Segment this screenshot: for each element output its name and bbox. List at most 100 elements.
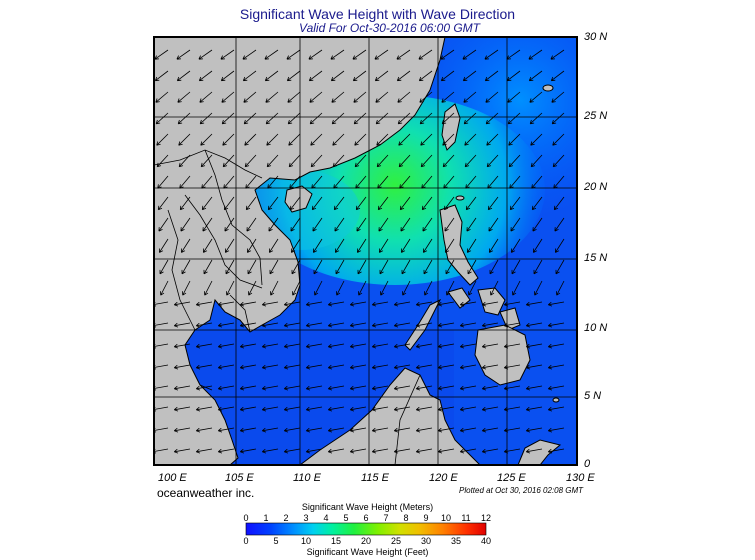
wave-arrow — [310, 154, 323, 168]
wave-arrow — [398, 154, 411, 168]
wave-arrow — [400, 217, 411, 232]
wave-arrow — [199, 112, 213, 125]
wave-arrow — [555, 259, 565, 275]
wave-arrow — [379, 259, 389, 275]
wave-arrow — [463, 112, 477, 125]
meter-tick: 9 — [423, 513, 429, 523]
wave-arrow — [286, 70, 301, 82]
wave-arrow — [195, 364, 213, 370]
lon-label: 115 E — [361, 472, 389, 484]
wave-arrow — [511, 259, 521, 275]
meter-tick: 2 — [283, 513, 289, 523]
wave-arrow — [330, 70, 345, 82]
feet-tick: 10 — [300, 536, 312, 546]
wave-arrow — [195, 427, 213, 433]
wave-arrow — [287, 112, 301, 125]
wave-arrow — [181, 259, 191, 275]
wave-arrow — [305, 322, 323, 328]
wave-arrow — [202, 217, 213, 232]
wave-arrow — [481, 406, 499, 412]
wave-arrow — [269, 238, 279, 253]
wave-arrow — [261, 364, 279, 370]
wave-arrow — [459, 406, 477, 412]
wave-arrow — [173, 448, 191, 454]
wave-arrow — [533, 238, 543, 253]
wave-arrow — [556, 280, 565, 296]
wave-arrow — [547, 343, 565, 349]
wave-arrow — [353, 112, 367, 125]
wave-arrow — [261, 385, 279, 391]
wave-arrow — [261, 427, 279, 433]
wave-arrow — [160, 280, 169, 296]
wave-arrow — [487, 196, 499, 211]
wave-arrow — [488, 217, 499, 232]
plotted-timestamp: Plotted at Oct 30, 2016 02:08 GMT — [459, 486, 584, 495]
meter-tick: 12 — [480, 513, 492, 523]
wave-arrow — [437, 322, 455, 328]
wave-arrow — [305, 301, 323, 307]
wave-arrow — [176, 70, 191, 82]
wave-arrow — [486, 133, 499, 146]
wave-arrow — [225, 238, 235, 253]
wave-arrow — [242, 49, 257, 60]
wave-arrow — [393, 448, 411, 454]
wave-arrow — [266, 133, 279, 146]
wave-arrow — [314, 280, 323, 296]
wave-arrow — [292, 280, 301, 296]
wave-arrow — [507, 112, 521, 125]
wave-arrow — [437, 427, 455, 433]
wave-arrow — [173, 301, 191, 307]
wave-arrow — [178, 154, 191, 168]
wave-arrow — [283, 406, 301, 412]
wave-arrow — [393, 385, 411, 391]
wave-arrow — [198, 70, 213, 82]
wave-arrow — [463, 91, 477, 103]
wave-arrow — [507, 91, 521, 103]
wave-arrow — [525, 301, 543, 307]
wave-arrow — [349, 301, 367, 307]
feet-tick: 35 — [450, 536, 462, 546]
meter-tick: 0 — [243, 513, 249, 523]
wave-arrow — [248, 280, 257, 296]
wave-arrow — [217, 343, 235, 349]
wave-arrow — [459, 301, 477, 307]
wave-arrow — [533, 259, 543, 275]
lat-label: 25 N — [584, 110, 608, 122]
wave-arrow — [224, 217, 235, 232]
wave-arrow — [309, 91, 323, 103]
wave-arrow — [551, 112, 565, 125]
wave-arrow — [244, 133, 257, 146]
map-subtitle: Valid For Oct-30-2016 06:00 GMT — [299, 21, 480, 35]
wave-arrow — [371, 448, 389, 454]
wave-arrow — [261, 343, 279, 349]
wave-arrow — [154, 70, 169, 82]
wave-arrow — [333, 196, 345, 211]
wave-arrow — [525, 364, 543, 370]
wave-arrow — [327, 427, 345, 433]
wave-arrow — [464, 133, 477, 146]
wave-arrow — [239, 364, 257, 370]
wave-arrow — [547, 301, 565, 307]
wave-arrow — [371, 364, 389, 370]
wave-arrow — [200, 154, 213, 168]
wave-arrow — [525, 406, 543, 412]
wave-arrow — [547, 364, 565, 370]
wave-arrow — [358, 280, 367, 296]
wave-arrow — [244, 154, 257, 168]
wave-arrow — [195, 406, 213, 412]
wave-arrow — [313, 259, 323, 275]
wave-arrow — [547, 427, 565, 433]
wave-arrow — [379, 238, 389, 253]
wave-arrow — [552, 154, 565, 168]
wave-arrow — [398, 133, 411, 146]
wave-arrow — [239, 385, 257, 391]
wave-arrow — [445, 259, 455, 275]
wave-arrow — [508, 154, 521, 168]
wave-arrow — [371, 427, 389, 433]
wave-arrow — [291, 259, 301, 275]
wave-arrow — [465, 196, 477, 211]
meter-tick: 3 — [303, 513, 309, 523]
wave-arrow — [419, 112, 433, 125]
wave-arrow — [217, 448, 235, 454]
